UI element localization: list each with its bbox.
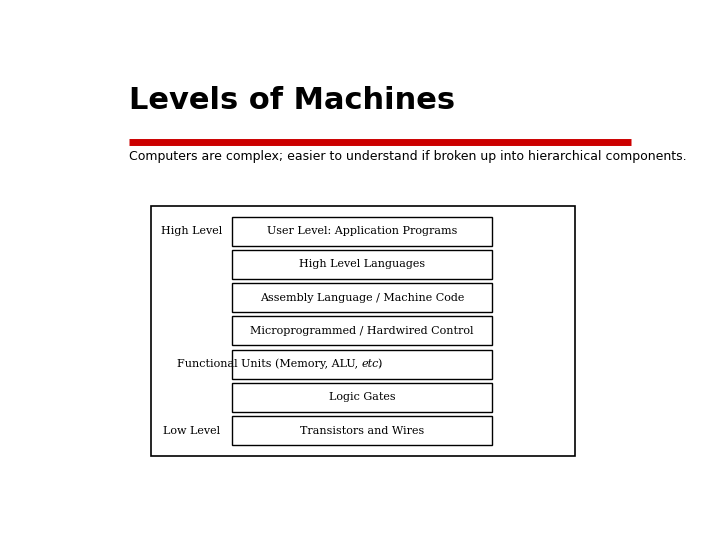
Text: User Level: Application Programs: User Level: Application Programs (267, 226, 457, 236)
Text: Logic Gates: Logic Gates (329, 393, 395, 402)
Text: Computers are complex; easier to understand if broken up into hierarchical compo: Computers are complex; easier to underst… (129, 150, 687, 163)
Text: Low Level: Low Level (163, 426, 220, 436)
Bar (233, 316, 492, 346)
Bar (233, 416, 492, 446)
Bar (233, 250, 492, 279)
Bar (151, 206, 575, 456)
Text: Functional Units (Memory, ALU,: Functional Units (Memory, ALU, (177, 359, 362, 369)
Text: Microprogrammed / Hardwired Control: Microprogrammed / Hardwired Control (251, 326, 474, 336)
Text: Transistors and Wires: Transistors and Wires (300, 426, 424, 436)
Bar (233, 217, 492, 246)
Text: High Level Languages: High Level Languages (299, 259, 425, 269)
Text: etc.: etc. (362, 359, 383, 369)
Text: High Level: High Level (161, 226, 222, 236)
Bar (233, 349, 492, 379)
Text: Levels of Machines: Levels of Machines (129, 85, 455, 114)
Bar (233, 283, 492, 312)
Text: ): ) (378, 359, 382, 369)
Bar (233, 383, 492, 412)
Text: Assembly Language / Machine Code: Assembly Language / Machine Code (260, 293, 464, 302)
